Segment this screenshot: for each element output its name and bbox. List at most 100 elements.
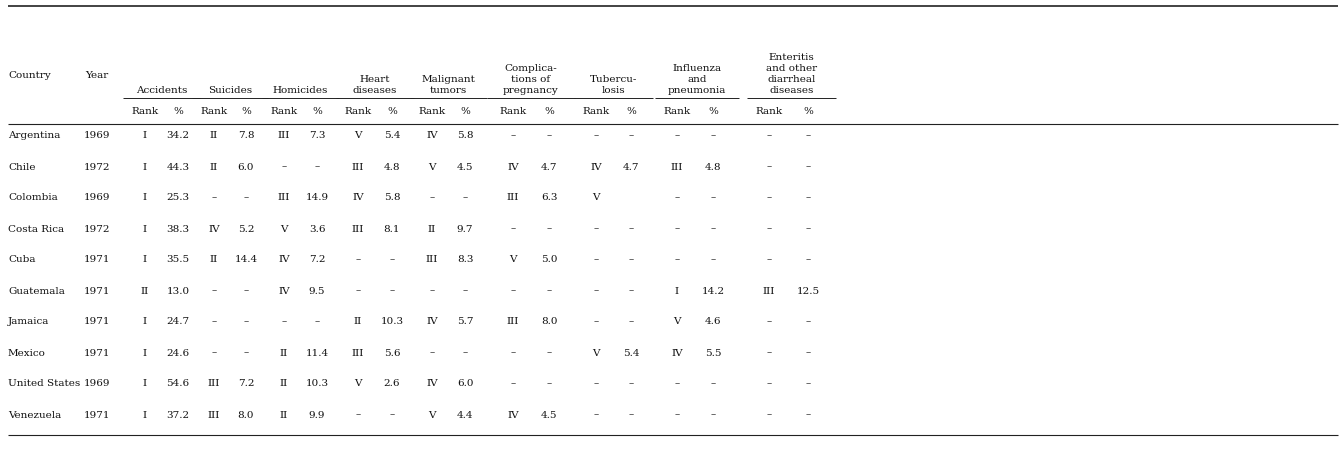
Text: 14.2: 14.2 <box>702 287 724 296</box>
Text: Rank: Rank <box>664 107 691 117</box>
Text: Heart
diseases: Heart diseases <box>353 75 398 95</box>
Text: –: – <box>766 193 771 202</box>
Text: %: % <box>312 107 323 117</box>
Text: IV: IV <box>426 318 438 326</box>
Text: I: I <box>142 132 146 140</box>
Text: 25.3: 25.3 <box>167 193 190 202</box>
Text: %: % <box>387 107 396 117</box>
Text: –: – <box>390 255 395 265</box>
Text: 3.6: 3.6 <box>309 224 325 234</box>
Text: –: – <box>429 193 434 202</box>
Text: 34.2: 34.2 <box>167 132 190 140</box>
Text: III: III <box>278 132 290 140</box>
Text: –: – <box>547 287 551 296</box>
Text: 35.5: 35.5 <box>167 255 190 265</box>
Text: –: – <box>711 410 715 420</box>
Text: Accidents: Accidents <box>136 86 187 95</box>
Text: %: % <box>241 107 251 117</box>
Text: –: – <box>547 224 551 234</box>
Text: III: III <box>208 379 220 388</box>
Text: –: – <box>766 410 771 420</box>
Text: –: – <box>629 224 633 234</box>
Text: V: V <box>593 193 599 202</box>
Text: –: – <box>766 318 771 326</box>
Text: –: – <box>629 379 633 388</box>
Text: –: – <box>429 287 434 296</box>
Text: –: – <box>462 287 468 296</box>
Text: 1972: 1972 <box>83 163 110 171</box>
Text: 1969: 1969 <box>83 132 110 140</box>
Text: 7.2: 7.2 <box>238 379 254 388</box>
Text: IV: IV <box>352 193 364 202</box>
Text: 1969: 1969 <box>83 193 110 202</box>
Text: –: – <box>805 379 810 388</box>
Text: –: – <box>511 287 516 296</box>
Text: 4.5: 4.5 <box>457 163 473 171</box>
Text: –: – <box>211 287 216 296</box>
Text: II: II <box>353 318 362 326</box>
Text: Rank: Rank <box>755 107 782 117</box>
Text: –: – <box>766 132 771 140</box>
Text: 38.3: 38.3 <box>167 224 190 234</box>
Text: –: – <box>355 255 360 265</box>
Text: –: – <box>675 379 680 388</box>
Text: IV: IV <box>507 163 519 171</box>
Text: I: I <box>142 255 146 265</box>
Text: –: – <box>675 224 680 234</box>
Text: III: III <box>671 163 683 171</box>
Text: 13.0: 13.0 <box>167 287 190 296</box>
Text: –: – <box>390 410 395 420</box>
Text: –: – <box>805 318 810 326</box>
Text: 4.7: 4.7 <box>540 163 558 171</box>
Text: Rank: Rank <box>270 107 297 117</box>
Text: IV: IV <box>278 287 290 296</box>
Text: –: – <box>243 287 249 296</box>
Text: 12.5: 12.5 <box>797 287 820 296</box>
Text: V: V <box>355 132 362 140</box>
Text: –: – <box>675 193 680 202</box>
Text: –: – <box>511 132 516 140</box>
Text: –: – <box>593 379 598 388</box>
Text: Guatemala: Guatemala <box>8 287 65 296</box>
Text: I: I <box>142 224 146 234</box>
Text: –: – <box>629 318 633 326</box>
Text: –: – <box>429 349 434 357</box>
Text: 2.6: 2.6 <box>384 379 401 388</box>
Text: 9.9: 9.9 <box>309 410 325 420</box>
Text: 5.5: 5.5 <box>704 349 722 357</box>
Text: –: – <box>711 224 715 234</box>
Text: 9.7: 9.7 <box>457 224 473 234</box>
Text: 7.8: 7.8 <box>238 132 254 140</box>
Text: II: II <box>280 410 288 420</box>
Text: II: II <box>210 132 218 140</box>
Text: Jamaica: Jamaica <box>8 318 50 326</box>
Text: –: – <box>511 224 516 234</box>
Text: –: – <box>547 132 551 140</box>
Text: 14.4: 14.4 <box>234 255 258 265</box>
Text: –: – <box>675 132 680 140</box>
Text: 5.8: 5.8 <box>384 193 401 202</box>
Text: –: – <box>766 163 771 171</box>
Text: –: – <box>462 193 468 202</box>
Text: I: I <box>142 318 146 326</box>
Text: –: – <box>805 193 810 202</box>
Text: –: – <box>211 193 216 202</box>
Text: 6.3: 6.3 <box>540 193 558 202</box>
Text: 44.3: 44.3 <box>167 163 190 171</box>
Text: –: – <box>462 349 468 357</box>
Text: 8.0: 8.0 <box>540 318 558 326</box>
Text: –: – <box>805 255 810 265</box>
Text: –: – <box>805 224 810 234</box>
Text: I: I <box>675 287 679 296</box>
Text: 7.2: 7.2 <box>309 255 325 265</box>
Text: III: III <box>352 349 364 357</box>
Text: –: – <box>281 163 286 171</box>
Text: I: I <box>142 193 146 202</box>
Text: Rank: Rank <box>344 107 371 117</box>
Text: 54.6: 54.6 <box>167 379 190 388</box>
Text: Homicides: Homicides <box>273 86 328 95</box>
Text: –: – <box>211 349 216 357</box>
Text: –: – <box>243 318 249 326</box>
Text: II: II <box>280 349 288 357</box>
Text: II: II <box>210 163 218 171</box>
